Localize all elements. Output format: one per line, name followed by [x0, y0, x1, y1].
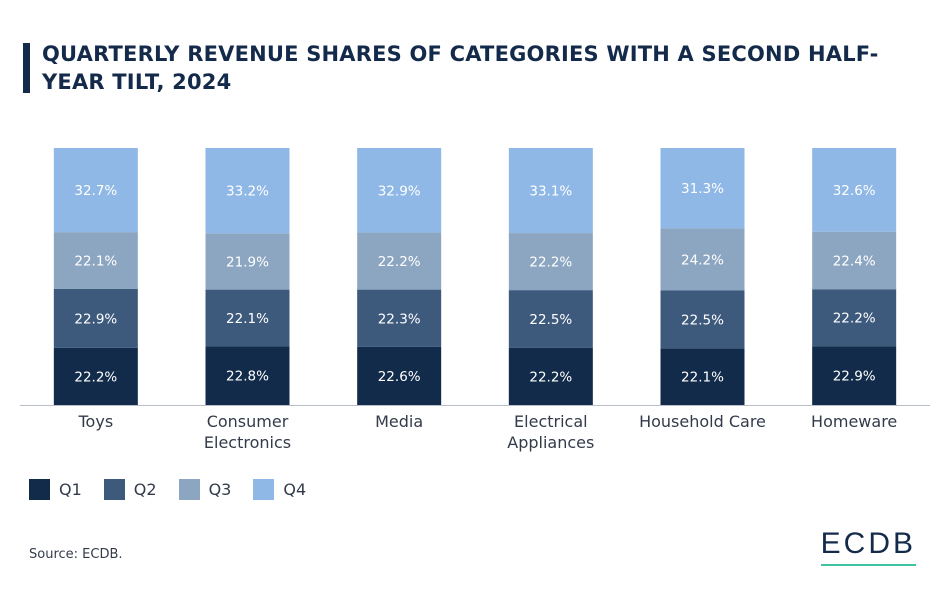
data-label-q1-0: 22.2% [74, 369, 117, 385]
bar-segment-q3-5 [812, 231, 897, 290]
bar-segment-q1-5 [812, 346, 897, 405]
legend-item-q3: Q3 [178, 479, 232, 500]
bar-segment-q4-2 [357, 148, 442, 233]
category-label-3: Electrical [514, 412, 588, 431]
category-label-2: Media [375, 412, 423, 431]
data-label-q2-1: 22.1% [226, 311, 269, 327]
logo-underline [820, 564, 916, 566]
bar-segment-q4-1 [205, 148, 290, 234]
legend-label-q3: Q3 [208, 480, 232, 499]
data-label-q3-0: 22.1% [74, 254, 117, 270]
data-label-q3-4: 24.2% [681, 252, 724, 268]
source-note: Source: ECDB. [29, 547, 123, 562]
bar-segment-q1-2 [357, 346, 442, 405]
bar-segment-q2-3 [508, 290, 593, 348]
category-label-4: Household Care [639, 412, 766, 431]
data-label-q2-0: 22.9% [74, 311, 117, 327]
data-label-q3-1: 21.9% [226, 254, 269, 270]
bar-segment-q1-0 [53, 347, 138, 405]
legend-item-q2: Q2 [103, 479, 157, 500]
data-label-q3-5: 22.4% [833, 253, 876, 269]
legend-swatch-q2 [103, 479, 125, 500]
bar-segment-q4-4 [660, 148, 745, 229]
data-label-q3-3: 22.2% [529, 255, 572, 271]
legend-label-q2: Q2 [133, 480, 157, 499]
data-label-q2-5: 22.2% [833, 311, 876, 327]
data-label-q1-5: 22.9% [833, 369, 876, 385]
logo-text: ECDB [820, 527, 916, 560]
bar-segment-q1-4 [660, 348, 745, 405]
legend-item-q4: Q4 [253, 479, 306, 500]
bar-segment-q4-5 [812, 148, 897, 232]
data-label-q1-4: 22.1% [681, 370, 724, 386]
bar-segment-q3-2 [357, 232, 442, 290]
title-accent-bar [23, 43, 30, 93]
bar-segment-q1-1 [205, 346, 290, 405]
bar-segment-q4-0 [53, 148, 138, 233]
bar-segment-q2-2 [357, 289, 442, 347]
data-label-q4-0: 32.7% [74, 183, 117, 199]
chart-legend: Q1 Q2 Q3 Q4 [29, 479, 306, 500]
bar-segment-q2-0 [53, 288, 138, 348]
data-label-q2-3: 22.5% [529, 312, 572, 328]
category-label-3: Appliances [507, 433, 594, 452]
data-label-q1-1: 22.8% [226, 369, 269, 385]
category-label-1: Electronics [204, 433, 291, 452]
data-label-q3-2: 22.2% [378, 254, 421, 270]
data-label-q4-1: 33.2% [226, 184, 269, 200]
legend-item-q1: Q1 [29, 479, 82, 500]
bar-segment-q3-3 [508, 233, 593, 291]
data-label-q4-2: 32.9% [378, 183, 421, 199]
data-label-q4-5: 32.6% [833, 183, 876, 199]
data-label-q2-4: 22.5% [681, 312, 724, 328]
data-label-q4-4: 31.3% [681, 181, 724, 197]
legend-label-q4: Q4 [283, 480, 307, 499]
legend-swatch-q4 [253, 479, 275, 500]
legend-swatch-q3 [178, 479, 200, 500]
bar-segment-q3-1 [205, 233, 290, 290]
bar-segment-q2-4 [660, 290, 745, 349]
bar-segment-q3-4 [660, 228, 745, 291]
bar-segment-q2-5 [812, 289, 897, 347]
bar-segment-q3-0 [53, 232, 138, 289]
data-label-q2-2: 22.3% [378, 311, 421, 327]
category-label-0: Toys [78, 412, 114, 431]
category-label-1: Consumer [207, 412, 289, 431]
category-label-5: Homeware [811, 412, 897, 431]
data-label-q1-2: 22.6% [378, 369, 421, 385]
chart-title: QUARTERLY REVENUE SHARES OF CATEGORIES W… [42, 42, 879, 94]
data-label-q1-3: 22.2% [529, 369, 572, 385]
data-label-q4-3: 33.1% [529, 184, 572, 200]
bar-segment-q4-3 [508, 148, 593, 234]
bar-segment-q2-1 [205, 289, 290, 347]
ecdb-logo: ECDB [820, 527, 916, 566]
bar-segment-q1-3 [508, 347, 593, 405]
legend-swatch-q1 [29, 479, 50, 500]
legend-label-q1: Q1 [59, 480, 82, 499]
